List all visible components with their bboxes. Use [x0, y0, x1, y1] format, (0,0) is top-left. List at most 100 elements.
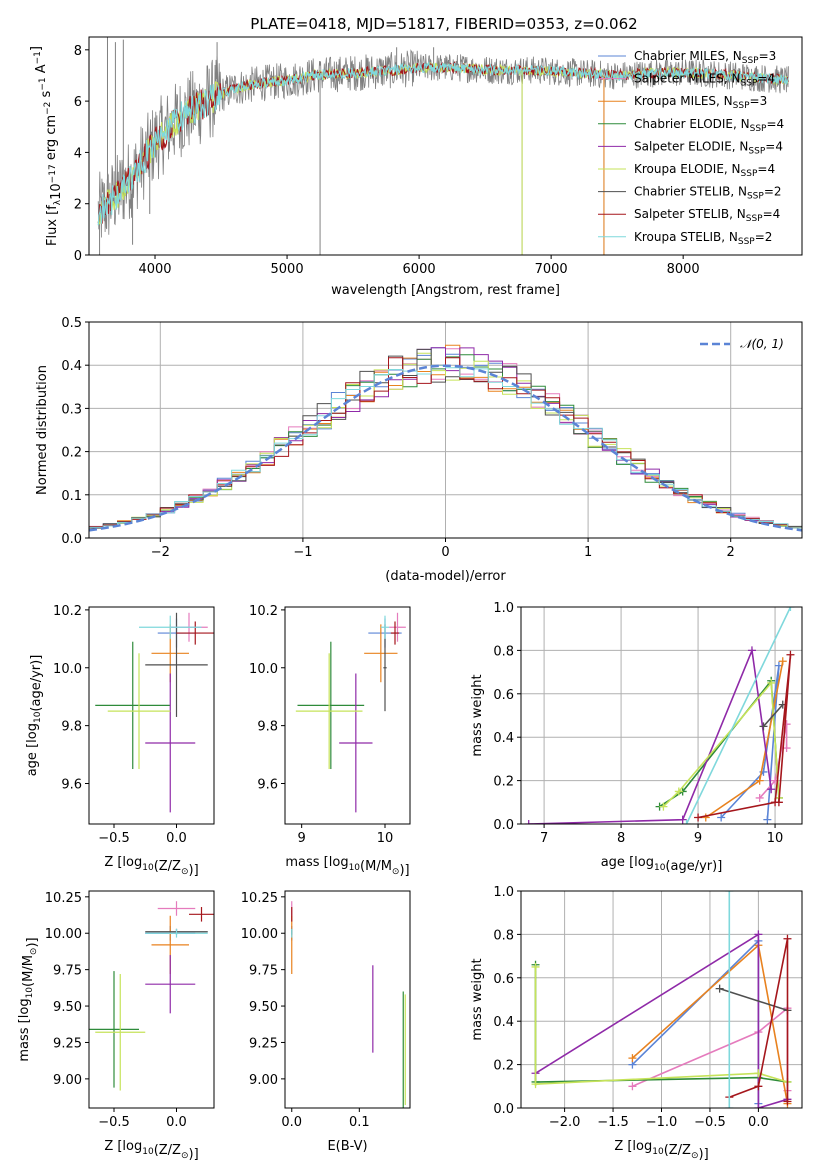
legend-label-kroupa_elodie: Kroupa ELODIE, NSSP=4: [634, 162, 775, 179]
marker-kroupa_miles: [628, 1054, 637, 1063]
x-tick-label: 0.0: [748, 1115, 769, 1130]
x-axis-label-part: mass [log: [285, 855, 348, 870]
plot-area: [285, 607, 410, 824]
x-tick-label: 5000: [271, 262, 304, 277]
gaussian-curve: [89, 364, 802, 532]
figure-title: PLATE=0418, MJD=51817, FIBERID=0353, z=0…: [250, 15, 637, 33]
y-tick-label: 0.5: [61, 316, 82, 331]
x-axis-label: E(B-V): [327, 1139, 367, 1154]
marker-salpeter_stelib: [774, 798, 783, 807]
y-tick-label: 1.0: [493, 885, 514, 900]
x-tick-label: 9: [298, 831, 306, 846]
x-tick-label: 10: [767, 831, 784, 846]
legend-label-kroupa_miles: Kroupa MILES, NSSP=3: [634, 94, 767, 111]
axes-frame: [88, 606, 215, 825]
x-tick-label: 4000: [138, 262, 171, 277]
y-tick-label: 9.6: [61, 777, 82, 792]
plot-area: [89, 891, 214, 1108]
x-tick-label: 9: [694, 831, 702, 846]
y-tick-label: 0.0: [61, 532, 82, 547]
x-axis-label-part: (Z/Z: [154, 859, 181, 874]
y-tick-label: 0.8: [493, 928, 514, 943]
x-tick-label: −1: [293, 545, 312, 560]
y-tick-label: 8: [74, 44, 82, 59]
legend-suffix: =2: [764, 185, 782, 199]
y-tick-label: 9.25: [53, 1036, 82, 1051]
y-tick-label: 9.8: [257, 720, 278, 735]
x-tick-label: 0.0: [166, 831, 187, 846]
legend-sub: SSP: [741, 79, 758, 89]
y-tick-label: 9.50: [53, 1000, 82, 1015]
y-tick-label: 9.8: [61, 720, 82, 735]
y-tick-label: 0.1: [61, 489, 82, 504]
legend-prefix: Salpeter ELODIE, N: [634, 139, 748, 153]
y-tick-label: 9.75: [249, 964, 278, 979]
x-tick-label: −0.5: [98, 1115, 130, 1130]
x-tick-label: 10: [377, 831, 394, 846]
legend-prefix: Salpeter STELIB, N: [634, 207, 746, 221]
marker-salpeter_stelib: [694, 813, 703, 822]
mass-vs-ebv-panel: 0.0 0.1 9.00 9.25 9.50 9.75 10.00 10.25 E(B-V): [241, 890, 411, 1154]
x-tick-label: 1: [584, 545, 592, 560]
marker-chabrier_stelib: [759, 722, 768, 731]
legend-label-chabrier_elodie: Chabrier ELODIE, NSSP=4: [634, 117, 784, 134]
x-tick-label: 8000: [667, 262, 700, 277]
y-tick-label: 6: [74, 95, 82, 110]
legend-label-kroupa_stelib: Kroupa STELIB, NSSP=2: [634, 230, 772, 247]
legend-sub: SSP: [748, 146, 765, 156]
x-axis-label-part: )]: [189, 1147, 199, 1162]
marker-salpeter_miles: [755, 793, 764, 802]
y-tick-label: 0.4: [493, 731, 514, 746]
x-tick-label: −2.0: [549, 1115, 581, 1130]
y-axis-label-part: erg cm: [44, 115, 59, 164]
x-tick-label: 0.0: [281, 1115, 302, 1130]
x-axis-label-part: 10: [142, 863, 154, 873]
marker-salpeter_stelib: [754, 1082, 763, 1091]
series-kroupa_elodie: [534, 967, 788, 1085]
y-tick-label: 4: [74, 146, 82, 161]
legend-prefix: Chabrier MILES, N: [634, 49, 742, 63]
y-tick-label: 9.00: [53, 1073, 82, 1088]
y-tick-label: 9.50: [249, 1000, 278, 1015]
x-axis-label-part: ⊙: [181, 1151, 189, 1161]
series-kroupa_elodie: [662, 680, 780, 808]
y-tick-label: 10.0: [53, 662, 82, 677]
y-axis-label-part: 10: [25, 987, 35, 999]
plot-content: [531, 891, 792, 1108]
legend-label-chabrier_stelib: Chabrier STELIB, NSSP=2: [634, 185, 782, 202]
y-axis-label-part: age [log: [25, 723, 40, 776]
x-axis-label-part: )]: [699, 1147, 709, 1162]
histogram-legend: 𝒩(0, 1): [700, 337, 784, 351]
axes-frame: [88, 890, 215, 1109]
marker-chabrier_miles: [763, 815, 772, 824]
marker-kroupa_stelib: [725, 891, 734, 895]
y-axis-label: age [log10(age/yr)]: [25, 655, 44, 777]
legend-sub: SSP: [742, 56, 759, 66]
axes-frame: [520, 606, 803, 825]
x-tick-label: 8: [617, 831, 625, 846]
legend-sub: SSP: [733, 101, 750, 111]
x-axis-label-part: )]: [399, 863, 409, 878]
x-axis-label-part: 10: [349, 863, 361, 873]
y-tick-label: 10.25: [45, 891, 82, 906]
plot-content: [524, 607, 795, 824]
y-tick-label: 10.2: [53, 604, 82, 619]
marker-kroupa_elodie: [531, 1080, 540, 1089]
marker-salpeter_elodie: [767, 785, 776, 794]
x-axis-label: mass [log10(M/M⊙)]: [285, 855, 409, 878]
massweight-vs-metallicity-panel: −2.0 −1.5 −1.0 −0.5 0.0 0.0 0.2 0.4 0.6 0.8 1.0 Z […: [470, 885, 803, 1162]
x-axis-label-part: (M/M: [360, 859, 392, 874]
y-axis-label: Flux [fλ10−17 erg cm−2 s−1 A−1]: [29, 46, 64, 246]
x-tick-label: 6000: [403, 262, 436, 277]
plot-content: [95, 612, 214, 813]
x-tick-label: −1.0: [646, 1115, 678, 1130]
series-salpeter_elodie: [535, 932, 788, 1108]
axes-frame: [88, 36, 803, 256]
x-axis-label-part: )]: [189, 863, 199, 878]
residual-histogram-panel: −2 −1 0 1 2 0.0 0.1 0.2 0.3 0.4 0.5 (data-model)/er…: [35, 316, 803, 584]
marker-kroupa_miles: [755, 776, 764, 785]
y-axis-label-part: −17: [48, 164, 58, 183]
axes-frame: [284, 606, 411, 825]
x-tick-label: 2: [727, 545, 735, 560]
